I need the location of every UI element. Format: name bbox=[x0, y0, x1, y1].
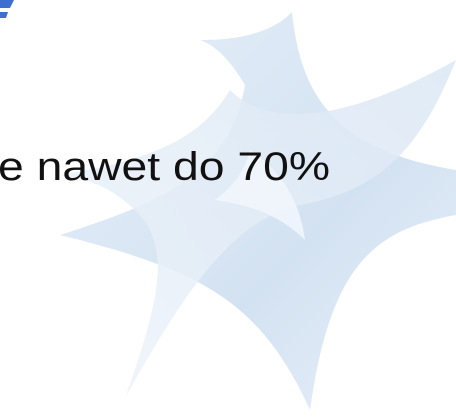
slide-text: e nawet do 70% bbox=[0, 145, 330, 189]
blue-fragment bbox=[0, 0, 14, 18]
star-highlight bbox=[215, 150, 305, 240]
star-shape bbox=[60, 60, 456, 398]
